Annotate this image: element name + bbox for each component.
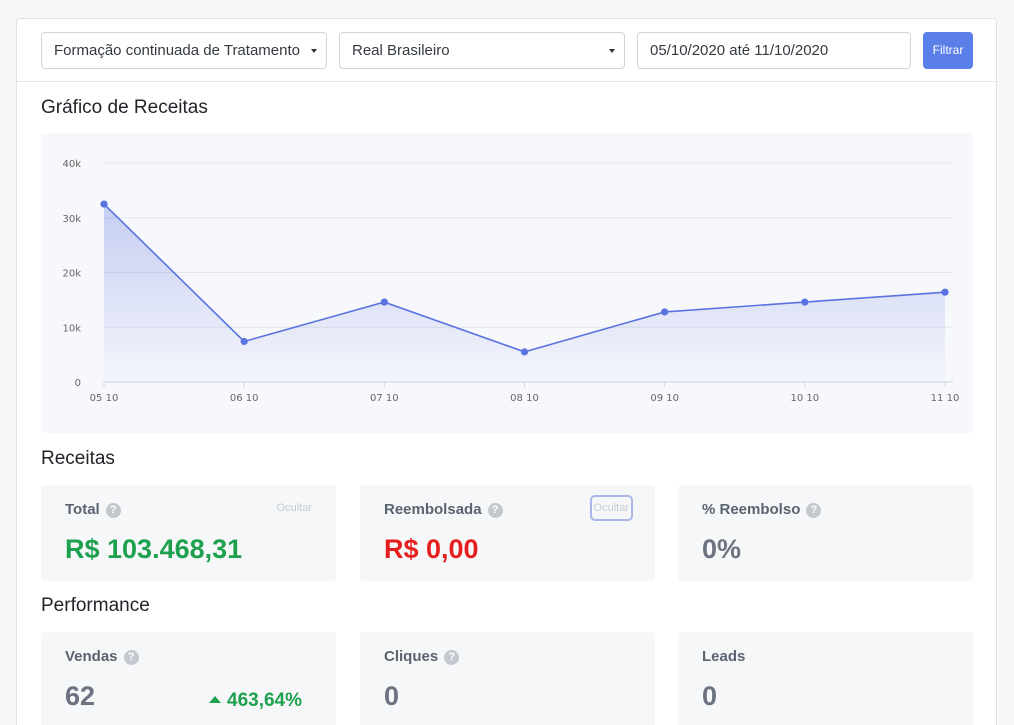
date-range-input[interactable]: 05/10/2020 até 11/10/2020 xyxy=(637,32,911,69)
data-point xyxy=(520,348,529,356)
stat-sales-trend-value: 463,64% xyxy=(227,690,303,711)
stat-refund-pct-value: 0% xyxy=(702,534,742,564)
stat-sales-value: 62 xyxy=(65,681,96,711)
help-icon[interactable]: ? xyxy=(487,503,503,518)
stat-refunded: Reembolsada? Ocultar R$ 0,00 xyxy=(360,485,655,581)
stat-sales: Vendas? 62 463,64% xyxy=(41,632,336,725)
stat-total-value: R$ 103.468,31 xyxy=(65,534,243,564)
help-icon[interactable]: ? xyxy=(806,503,822,518)
chevron-down-icon xyxy=(609,49,615,53)
stat-refunded-value: R$ 0,00 xyxy=(384,534,479,564)
y-tick-label: 0 xyxy=(75,378,81,389)
stat-leads: Leads 0 xyxy=(678,632,973,725)
currency-select[interactable]: Real Brasileiro xyxy=(339,32,625,69)
product-select[interactable]: Formação continuada de Tratamento xyxy=(41,32,327,69)
x-tick-label: 05 10 xyxy=(90,393,119,404)
stat-sales-label: Vendas? xyxy=(65,648,139,665)
stat-refund-pct: % Reembolso? 0% xyxy=(678,485,973,581)
x-tick-label: 08 10 xyxy=(510,393,539,404)
y-tick-label: 20k xyxy=(62,269,81,280)
stat-leads-label: Leads xyxy=(702,648,745,665)
x-tick-label: 09 10 xyxy=(650,393,679,404)
trend-up-icon xyxy=(209,696,221,703)
stat-clicks: Cliques? 0 xyxy=(360,632,655,725)
revenue-chart-svg: 0 10k 20k 30k 40k 05 10 06 10 07 10 08 10 09 10 10… xyxy=(62,159,960,404)
help-icon[interactable]: ? xyxy=(444,650,460,665)
stat-clicks-value: 0 xyxy=(384,681,400,711)
x-tick-label: 10 10 xyxy=(791,393,820,404)
data-point xyxy=(661,308,669,316)
filter-button[interactable]: Filtrar xyxy=(923,32,973,69)
x-tick-label: 07 10 xyxy=(370,393,399,404)
hide-refunded-button[interactable]: Ocultar xyxy=(589,495,633,521)
x-tick-label: 06 10 xyxy=(230,393,259,404)
stat-total: Total? Ocultar R$ 103.468,31 xyxy=(41,485,336,581)
stat-sales-label-text: Vendas xyxy=(65,648,118,665)
stat-total-label-text: Total xyxy=(65,501,100,518)
stat-refunded-label-text: Reembolsada xyxy=(384,501,482,518)
stat-refund-pct-label: % Reembolso? xyxy=(702,501,822,518)
stat-leads-label-text: Leads xyxy=(702,648,746,665)
help-icon[interactable]: ? xyxy=(105,503,121,518)
y-tick-label: 40k xyxy=(62,159,81,170)
data-point xyxy=(941,288,949,296)
series-area xyxy=(104,204,945,382)
stat-clicks-label-text: Cliques xyxy=(384,648,439,665)
data-point xyxy=(240,337,248,346)
hide-total-button[interactable]: Ocultar xyxy=(276,502,312,514)
dashboard-card: Formação continuada de Tratamento Real B… xyxy=(16,18,997,725)
stat-clicks-label: Cliques? xyxy=(384,648,460,665)
stat-refunded-label: Reembolsada? xyxy=(384,501,503,518)
help-icon[interactable]: ? xyxy=(123,650,139,665)
stat-total-label: Total? xyxy=(65,501,121,518)
stat-leads-value: 0 xyxy=(702,681,718,711)
y-tick-label: 30k xyxy=(62,214,81,225)
data-point xyxy=(100,200,108,208)
filter-bar: Formação continuada de Tratamento Real B… xyxy=(17,19,996,82)
performance-section-title: Performance xyxy=(41,595,150,616)
x-tick-label: 11 10 xyxy=(931,393,960,404)
date-range-value: 05/10/2020 até 11/10/2020 xyxy=(650,42,829,59)
chart-section-title: Gráfico de Receitas xyxy=(41,97,208,118)
product-select-value: Formação continuada de Tratamento xyxy=(54,42,300,59)
currency-select-value: Real Brasileiro xyxy=(352,42,450,59)
chevron-down-icon xyxy=(311,49,317,53)
y-tick-label: 10k xyxy=(62,323,81,334)
stat-sales-trend: 463,64% xyxy=(209,690,302,712)
stat-refund-pct-label-text: % Reembolso xyxy=(702,501,801,518)
data-point xyxy=(380,298,388,306)
receitas-section-title: Receitas xyxy=(41,448,115,469)
revenue-chart: 0 10k 20k 30k 40k 05 10 06 10 07 10 08 10 09 10 10… xyxy=(41,133,973,433)
data-point xyxy=(801,298,809,306)
